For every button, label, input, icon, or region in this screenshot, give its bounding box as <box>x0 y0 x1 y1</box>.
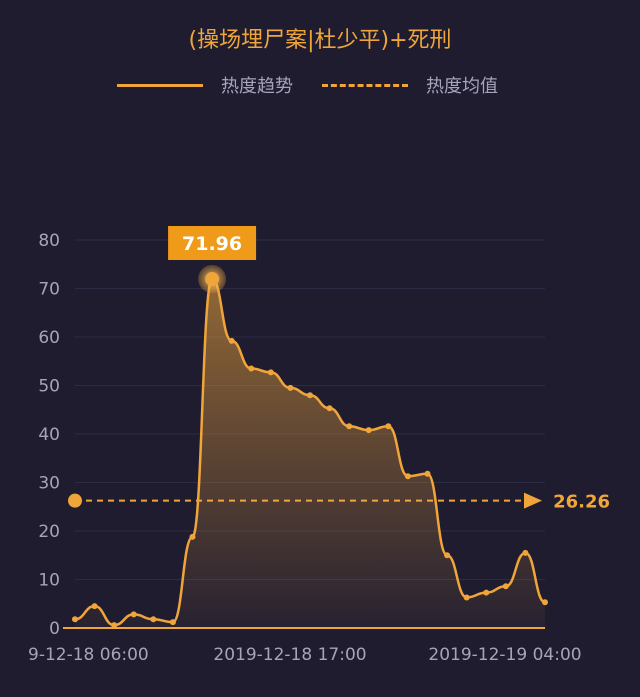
data-point[interactable] <box>189 533 196 540</box>
data-point[interactable] <box>444 552 451 559</box>
mean-value-label: 26.26 <box>553 492 610 513</box>
x-tick-label: 9-12-18 06:00 <box>28 645 149 665</box>
x-tick-label: 2019-12-18 17:00 <box>213 645 366 665</box>
y-tick-label: 20 <box>38 522 60 542</box>
data-point[interactable] <box>542 599 548 606</box>
y-tick-label: 80 <box>38 231 60 251</box>
y-tick-label: 40 <box>38 425 60 445</box>
area-layer <box>74 277 546 628</box>
data-point[interactable] <box>228 337 235 344</box>
peak-layer: 71.96 <box>168 226 257 293</box>
data-point[interactable] <box>463 594 470 601</box>
y-tick-label: 10 <box>38 571 60 591</box>
data-point[interactable] <box>150 616 157 623</box>
mean-arrow-icon <box>524 492 542 509</box>
y-tick-label: 50 <box>38 377 60 397</box>
y-tick-label: 30 <box>38 474 60 494</box>
y-tick-label: 70 <box>38 280 60 300</box>
y-tick-label: 60 <box>38 328 60 348</box>
legend-label-mean: 热度均值 <box>426 76 498 97</box>
mean-layer: 26.26 <box>68 492 610 513</box>
data-point[interactable] <box>385 423 392 430</box>
legend-item-trend[interactable]: 热度趋势 <box>117 72 293 98</box>
data-point[interactable] <box>346 423 353 430</box>
data-point[interactable] <box>287 384 294 391</box>
mean-start-dot <box>68 493 82 508</box>
data-point[interactable] <box>483 589 490 596</box>
chart-title: (操场埋尸案|杜少平)+死刑 <box>188 28 452 53</box>
x-tick-label: 2019-12-19 04:00 <box>428 645 581 665</box>
x-axis: 9-12-18 06:00 2019-12-18 17:00 2019-12-19 … <box>28 627 582 665</box>
legend-swatch-trend <box>117 83 203 87</box>
data-point[interactable] <box>365 427 372 434</box>
legend-swatch-mean <box>322 83 408 87</box>
data-point[interactable] <box>111 622 118 629</box>
data-point[interactable] <box>169 619 176 626</box>
data-point[interactable] <box>424 470 431 477</box>
peak-label-box <box>168 226 257 260</box>
legend-item-mean[interactable]: 热度均值 <box>322 72 498 98</box>
data-point[interactable] <box>307 392 313 399</box>
trend-line <box>74 277 546 627</box>
y-axis: 0 10 20 30 40 50 60 70 80 <box>38 231 60 639</box>
data-point[interactable] <box>248 365 255 372</box>
legend-label-trend: 热度趋势 <box>221 76 293 97</box>
peak-point[interactable] <box>205 271 220 286</box>
data-point[interactable] <box>130 611 137 618</box>
data-point[interactable] <box>404 473 411 480</box>
chart-legend: 热度趋势 热度均值 <box>0 72 640 98</box>
data-point[interactable] <box>326 405 333 412</box>
data-point[interactable] <box>502 583 509 590</box>
data-point[interactable] <box>91 603 98 610</box>
data-point[interactable] <box>267 369 274 376</box>
trend-area-fill <box>75 278 545 628</box>
data-point[interactable] <box>72 616 78 623</box>
y-tick-label: 0 <box>49 619 60 639</box>
data-point[interactable] <box>522 549 529 556</box>
peak-value-label: 71.96 <box>182 233 242 255</box>
data-points <box>72 275 548 629</box>
